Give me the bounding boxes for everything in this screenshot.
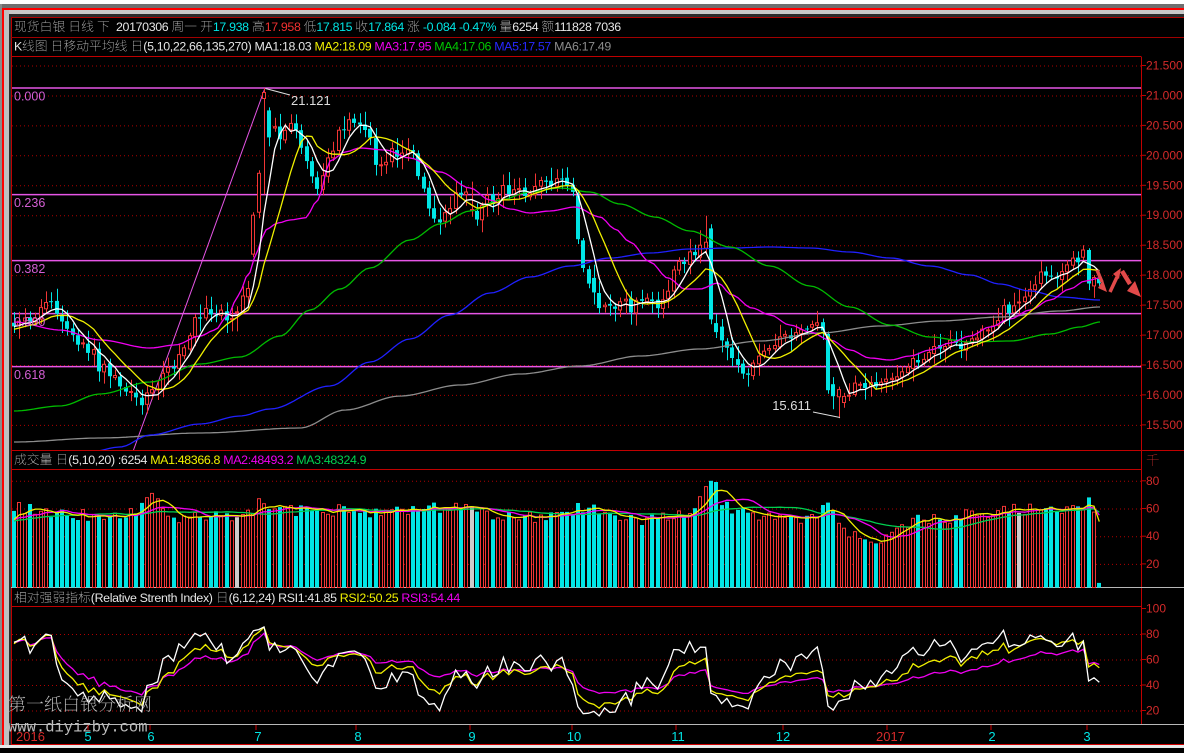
svg-text:2017: 2017 [876,729,905,744]
svg-text:17.938: 17.938 [213,20,249,34]
svg-text:19.500: 19.500 [1146,178,1183,192]
svg-text:-0.084 -0.47%: -0.084 -0.47% [423,20,497,34]
svg-text:11: 11 [671,729,685,744]
svg-text:MA3:17.95: MA3:17.95 [374,40,431,54]
svg-text:RSI3:54.44: RSI3:54.44 [401,591,460,605]
svg-text:6254: 6254 [512,20,539,34]
svg-text:80: 80 [1146,474,1160,488]
svg-text:(Relative Strenth Index): (Relative Strenth Index) [91,591,213,605]
svg-text:0.618: 0.618 [14,368,45,382]
svg-text:16.000: 16.000 [1146,388,1183,402]
svg-text:100: 100 [1146,602,1166,616]
svg-text:18.500: 18.500 [1146,238,1183,252]
svg-text:17.815: 17.815 [316,20,352,34]
svg-text:MA2:18.09: MA2:18.09 [315,40,372,54]
svg-text:6: 6 [147,729,154,744]
svg-text:20: 20 [1146,557,1160,571]
svg-text:21.000: 21.000 [1146,89,1183,103]
svg-text:0.500: 0.500 [14,315,45,329]
svg-text:21.121: 21.121 [291,93,331,108]
svg-text:MA4:17.06: MA4:17.06 [434,40,491,54]
svg-text:3: 3 [1083,729,1090,744]
svg-text:(5,10,20) :6254: (5,10,20) :6254 [68,453,147,467]
svg-text:MA3:48324.9: MA3:48324.9 [296,453,366,467]
svg-text:5: 5 [84,729,91,744]
svg-text:20: 20 [1146,704,1160,718]
svg-text:www.diyizby.com: www.diyizby.com [8,719,148,737]
svg-text:21.500: 21.500 [1146,59,1183,73]
svg-text:15.611: 15.611 [772,398,811,413]
svg-text:17.958: 17.958 [265,20,301,34]
svg-text:MA1:48366.8: MA1:48366.8 [150,453,220,467]
svg-text:60: 60 [1146,502,1160,516]
svg-text:2016: 2016 [16,729,45,744]
svg-text:40: 40 [1146,529,1160,543]
svg-text:10: 10 [567,729,581,744]
svg-text:12: 12 [776,729,790,744]
svg-text:MA2:48493.2: MA2:48493.2 [223,453,293,467]
svg-text:80: 80 [1146,627,1160,641]
svg-text:20170306: 20170306 [116,20,169,34]
svg-text:20.000: 20.000 [1146,148,1183,162]
svg-text:RSI2:50.25: RSI2:50.25 [340,591,399,605]
svg-text:MA6:17.49: MA6:17.49 [554,40,611,54]
svg-text:9: 9 [468,729,475,744]
svg-text:0.382: 0.382 [14,262,45,276]
svg-text:8: 8 [354,729,361,744]
svg-text:15.500: 15.500 [1146,418,1183,432]
svg-text:MA5:17.57: MA5:17.57 [494,40,551,54]
svg-text:0.236: 0.236 [14,196,45,210]
svg-text:7: 7 [254,729,261,744]
svg-text:16.500: 16.500 [1146,358,1183,372]
svg-text:20.500: 20.500 [1146,118,1183,132]
svg-text:2: 2 [988,729,995,744]
svg-text:(6,12,24) RSI1:41.85: (6,12,24) RSI1:41.85 [229,591,337,605]
svg-text:40: 40 [1146,678,1160,692]
svg-text:(5,10,22,66,135,270): (5,10,22,66,135,270) [143,40,251,54]
svg-text:17.000: 17.000 [1146,328,1183,342]
svg-text:19.000: 19.000 [1146,208,1183,222]
svg-text:17.864: 17.864 [368,20,404,34]
svg-text:K: K [14,40,23,54]
svg-text:111828 7036: 111828 7036 [554,20,621,34]
svg-text:60: 60 [1146,653,1160,667]
svg-text:17.500: 17.500 [1146,298,1183,312]
svg-text:MA1:18.03: MA1:18.03 [255,40,312,54]
svg-text:0.000: 0.000 [14,90,45,104]
svg-text:18.000: 18.000 [1146,268,1183,282]
